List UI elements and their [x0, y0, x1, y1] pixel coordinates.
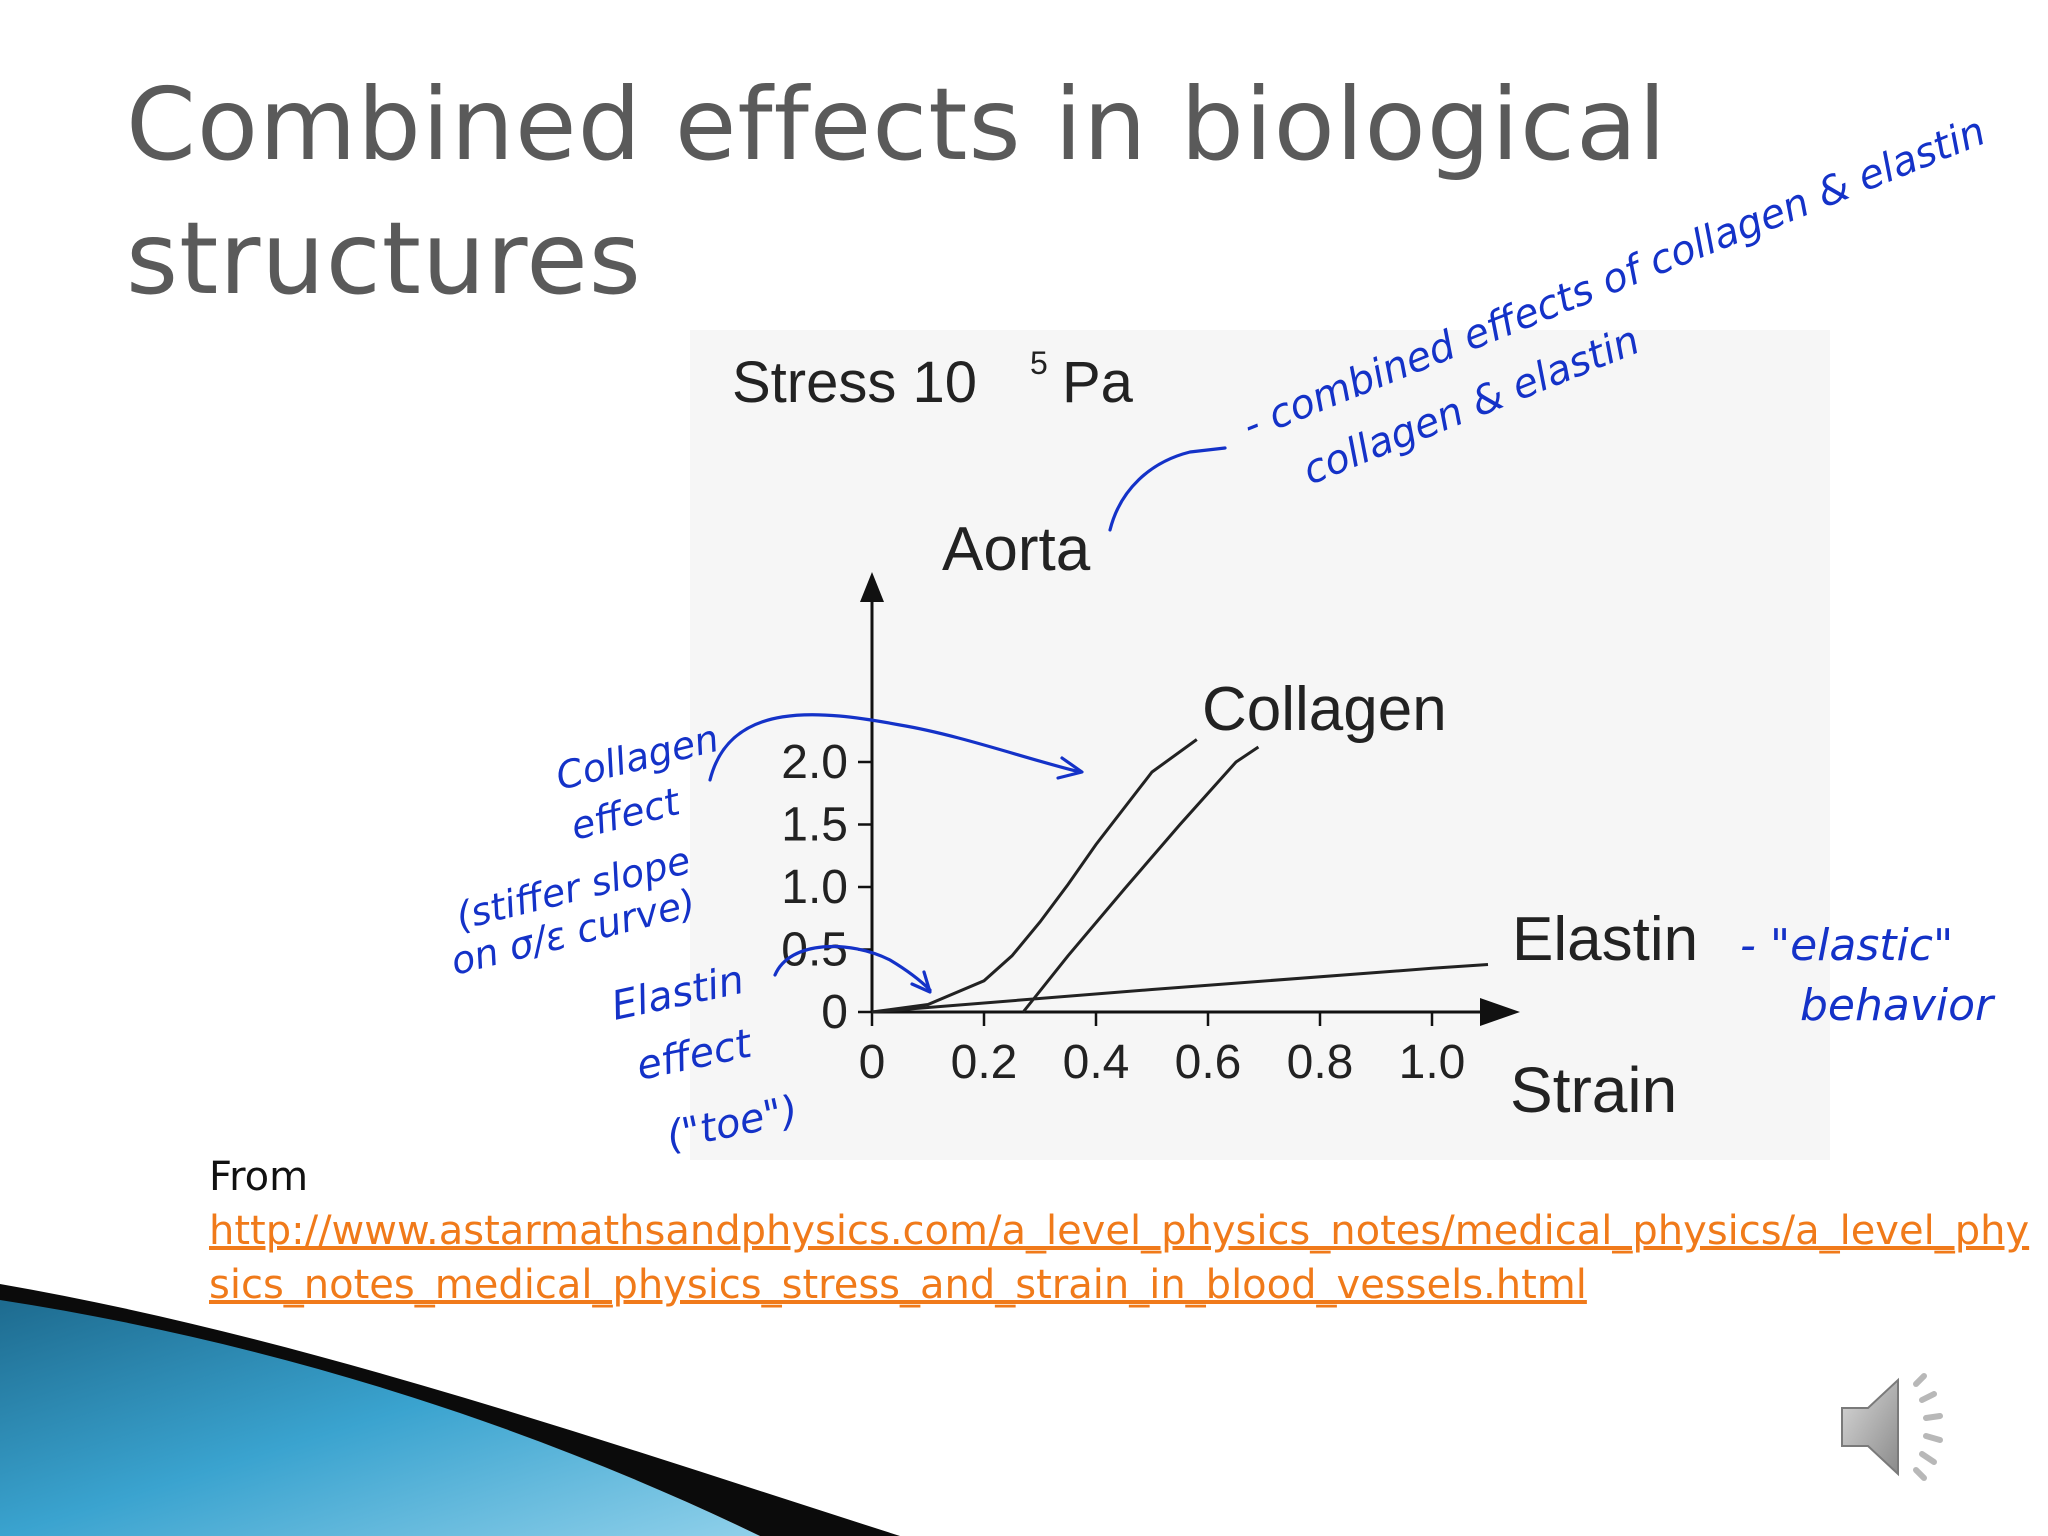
y-tick-label: 1.0	[781, 861, 848, 914]
x-tick-label: 0.4	[1063, 1036, 1130, 1089]
series-line-aorta	[871, 738, 1198, 1014]
series-label-collagen: Collagen	[1202, 675, 1447, 744]
x-axis-label: Strain	[1510, 1054, 1677, 1126]
y-tick-label: 0	[821, 986, 848, 1039]
ink-arrow-elastin	[773, 944, 932, 992]
note-elastin-3: ("toe")	[663, 1087, 802, 1160]
y-axis-label-unit: Pa	[1062, 350, 1134, 415]
source-prefix: From	[209, 1154, 309, 1200]
series-label-elastin: Elastin	[1512, 905, 1698, 974]
slide-title: Combined effects in biological structure…	[126, 66, 1668, 317]
swoosh-dark	[0, 1284, 900, 1536]
x-tick-label: 0.6	[1175, 1036, 1242, 1089]
stress-strain-chart: 0 0.5 1.0 1.5 2.0 0 0.2 0.4 0.6 0.8 1.0 Stress 10 5 P…	[732, 345, 1698, 1126]
x-tick-label: 1.0	[1399, 1036, 1466, 1089]
x-tick-label: 0	[859, 1036, 886, 1089]
ink-arrowhead-collagen	[1056, 756, 1084, 780]
note-elastic-1: - "elastic"	[1740, 920, 1953, 971]
series-line-collagen	[1022, 745, 1260, 1013]
x-axis-arrow	[1480, 998, 1520, 1026]
ink-arrowhead-elastin	[910, 970, 932, 994]
source-citation: From http://www.astarmathsandphysics.com…	[209, 1150, 2039, 1312]
y-axis-arrow	[860, 572, 884, 602]
x-tick-label: 0.2	[951, 1036, 1018, 1089]
ink-arrow-collagen	[708, 713, 1082, 782]
note-elastin-2: effect	[633, 1020, 757, 1089]
series-label-aorta: Aorta	[942, 515, 1091, 584]
note-elastin-1: Elastin	[608, 957, 749, 1030]
y-axis-label: Stress 10	[732, 350, 977, 415]
swoosh-blue	[0, 1296, 760, 1536]
ink-arrow-combined	[1108, 446, 1227, 532]
y-tick-label: 1.5	[781, 799, 848, 852]
x-tick-label: 0.8	[1287, 1036, 1354, 1089]
y-axis-label-exponent: 5	[1030, 345, 1048, 381]
source-link[interactable]: http://www.astarmathsandphysics.com/a_le…	[209, 1208, 2030, 1308]
speaker-icon[interactable]	[1836, 1366, 1976, 1486]
decorative-swoosh	[0, 1284, 900, 1536]
y-tick-label: 0.5	[781, 924, 848, 977]
chart-figure: 0 0.5 1.0 1.5 2.0 0 0.2 0.4 0.6 0.8 1.0 Stress 10 5 P…	[690, 330, 1830, 1160]
note-elastic-2: behavior	[1800, 980, 1996, 1031]
note-combined-line1: - combined effects of collagen & elastin	[1237, 108, 1992, 449]
series-line-elastin	[871, 963, 1489, 1014]
y-tick-label: 2.0	[781, 736, 848, 789]
note-collagen-1: Collagen	[552, 716, 724, 799]
